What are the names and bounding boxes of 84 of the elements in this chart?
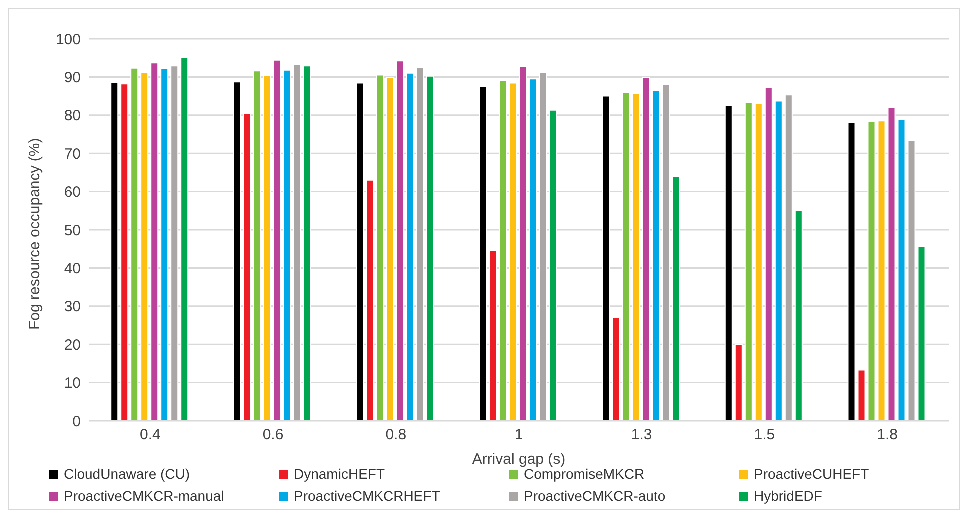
bar bbox=[386, 77, 394, 421]
bar bbox=[764, 87, 773, 421]
bar bbox=[356, 82, 364, 421]
bar bbox=[479, 86, 488, 421]
bar bbox=[898, 119, 906, 421]
bar bbox=[396, 60, 404, 421]
bar bbox=[519, 66, 528, 421]
bar bbox=[724, 105, 733, 421]
legend-label: ProactiveCMKCR-auto bbox=[524, 488, 666, 504]
y-tick-label: 20 bbox=[64, 336, 81, 354]
y-axis-title: Fog resource occupancy (%) bbox=[26, 138, 44, 330]
y-tick-label: 70 bbox=[64, 146, 81, 163]
x-axis-title: Arrival gap (s) bbox=[472, 451, 566, 468]
bar bbox=[263, 75, 272, 421]
bar bbox=[549, 110, 558, 421]
legend-label: CloudUnaware (CU) bbox=[64, 466, 190, 482]
bar bbox=[794, 210, 803, 421]
bar bbox=[602, 96, 610, 421]
bar bbox=[293, 64, 302, 421]
bar bbox=[848, 122, 856, 421]
bar bbox=[529, 78, 538, 421]
y-tick-label: 40 bbox=[64, 260, 81, 278]
legend-label: DynamicHEFT bbox=[294, 466, 386, 482]
bar bbox=[754, 103, 763, 421]
bar bbox=[233, 82, 242, 421]
x-tick-label: 1.8 bbox=[877, 426, 898, 444]
bar bbox=[918, 246, 926, 421]
bar bbox=[878, 120, 886, 421]
bar bbox=[140, 72, 149, 421]
bar bbox=[130, 68, 139, 421]
bar bbox=[150, 62, 159, 421]
bar bbox=[376, 74, 384, 421]
bar bbox=[170, 66, 179, 421]
x-tick-label: 1.5 bbox=[754, 426, 776, 444]
y-tick-label: 30 bbox=[64, 298, 81, 316]
bar bbox=[734, 344, 743, 421]
bar bbox=[489, 250, 498, 421]
y-tick-label: 90 bbox=[64, 70, 81, 87]
bar bbox=[273, 60, 282, 421]
legend-label: CompromiseMKCR bbox=[524, 466, 645, 482]
x-tick-label: 1.3 bbox=[631, 426, 652, 444]
bar bbox=[366, 180, 374, 421]
legend-label: ProactiveCUHEFT bbox=[754, 466, 870, 482]
bar bbox=[858, 370, 866, 421]
bar bbox=[426, 76, 434, 421]
bar bbox=[253, 70, 262, 421]
bar bbox=[416, 68, 424, 421]
bar bbox=[110, 82, 119, 421]
y-tick-label: 80 bbox=[64, 108, 81, 125]
bar bbox=[180, 57, 189, 421]
legend-label: ProactiveCMKCRHEFT bbox=[294, 488, 440, 504]
y-tick-label: 0 bbox=[72, 413, 81, 430]
bar bbox=[120, 84, 129, 421]
bar bbox=[539, 72, 548, 421]
bar bbox=[509, 82, 518, 421]
bar bbox=[303, 66, 312, 421]
x-tick-label: 0.4 bbox=[140, 426, 161, 444]
x-tick-label: 1 bbox=[514, 426, 524, 444]
bar bbox=[406, 72, 414, 421]
bar bbox=[784, 94, 793, 421]
legend-label: ProactiveCMKCR-manual bbox=[64, 488, 224, 504]
y-tick-label: 10 bbox=[64, 375, 81, 392]
bar bbox=[672, 176, 680, 421]
bar bbox=[499, 80, 508, 421]
y-tick-label: 50 bbox=[64, 222, 81, 240]
y-tick-label: 60 bbox=[64, 184, 81, 202]
legend-label: HybridEDF bbox=[754, 488, 822, 504]
bar bbox=[652, 90, 660, 421]
bar bbox=[908, 140, 916, 421]
bar bbox=[632, 94, 640, 421]
bar bbox=[243, 112, 252, 421]
bar bbox=[662, 84, 670, 421]
bar bbox=[888, 107, 896, 421]
bar bbox=[612, 317, 620, 421]
x-tick-label: 0.8 bbox=[386, 426, 407, 444]
bar bbox=[642, 77, 650, 421]
y-tick-label: 100 bbox=[56, 31, 81, 48]
bar bbox=[868, 121, 876, 421]
bar bbox=[283, 70, 292, 421]
bar bbox=[160, 68, 169, 421]
x-tick-label: 0.6 bbox=[262, 426, 284, 444]
bar bbox=[622, 92, 630, 421]
bar bbox=[774, 100, 783, 421]
bar bbox=[744, 102, 753, 421]
